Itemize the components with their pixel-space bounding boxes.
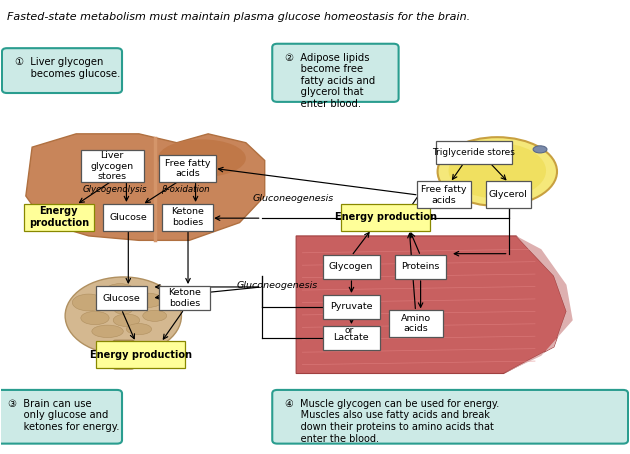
Ellipse shape (127, 324, 152, 335)
FancyBboxPatch shape (24, 203, 94, 231)
FancyBboxPatch shape (163, 203, 213, 231)
Ellipse shape (143, 310, 167, 321)
Text: Glucose: Glucose (103, 294, 140, 302)
Text: Pyruvate: Pyruvate (330, 302, 372, 311)
FancyBboxPatch shape (341, 203, 430, 231)
Ellipse shape (134, 293, 163, 307)
FancyBboxPatch shape (323, 295, 380, 319)
Text: ④  Muscle glycogen can be used for energy.
     Muscles also use fatty acids and: ④ Muscle glycogen can be used for energy… (285, 399, 499, 444)
Text: Proteins: Proteins (401, 262, 440, 271)
FancyBboxPatch shape (417, 181, 471, 208)
Ellipse shape (92, 325, 123, 338)
FancyBboxPatch shape (272, 44, 399, 102)
FancyBboxPatch shape (96, 286, 147, 311)
Text: ③  Brain can use
     only glucose and
     ketones for energy.: ③ Brain can use only glucose and ketones… (8, 399, 120, 432)
Ellipse shape (533, 146, 547, 153)
Text: Glycogenolysis: Glycogenolysis (83, 185, 147, 194)
Ellipse shape (81, 311, 109, 325)
Text: Lactate: Lactate (333, 334, 369, 342)
FancyBboxPatch shape (159, 155, 216, 182)
Ellipse shape (449, 143, 546, 198)
FancyBboxPatch shape (323, 255, 380, 279)
Text: β-oxidation: β-oxidation (161, 185, 210, 194)
FancyBboxPatch shape (272, 390, 628, 444)
Text: Gluconeogenesis: Gluconeogenesis (236, 281, 318, 290)
Polygon shape (296, 236, 566, 374)
Text: Energy production: Energy production (335, 212, 437, 222)
Ellipse shape (158, 139, 246, 177)
Ellipse shape (438, 137, 557, 206)
Text: Fasted-state metabolism must maintain plasma glucose homeostasis for the brain.: Fasted-state metabolism must maintain pl… (7, 12, 470, 22)
FancyBboxPatch shape (323, 326, 380, 350)
Text: Free fatty
acids: Free fatty acids (421, 185, 467, 205)
FancyBboxPatch shape (2, 48, 122, 93)
Text: Energy production: Energy production (89, 350, 192, 360)
FancyBboxPatch shape (81, 150, 144, 182)
FancyBboxPatch shape (436, 141, 512, 164)
Text: Gluconeogenesis: Gluconeogenesis (252, 194, 333, 202)
Text: ①  Liver glycogen
     becomes glucose.: ① Liver glycogen becomes glucose. (14, 57, 120, 79)
Text: Energy
production: Energy production (29, 206, 89, 228)
FancyBboxPatch shape (0, 390, 122, 444)
Text: or: or (345, 326, 354, 335)
Text: Amino
acids: Amino acids (401, 314, 431, 333)
Ellipse shape (65, 277, 181, 355)
Text: Ketone
bodies: Ketone bodies (171, 207, 204, 227)
FancyBboxPatch shape (96, 341, 185, 368)
FancyBboxPatch shape (395, 255, 446, 279)
Polygon shape (503, 236, 573, 374)
FancyBboxPatch shape (113, 340, 135, 369)
FancyBboxPatch shape (389, 310, 443, 337)
Text: ②  Adipose lipids
     become free
     fatty acids and
     glycerol that
     : ② Adipose lipids become free fatty acids… (285, 53, 375, 109)
Ellipse shape (72, 294, 105, 311)
Text: Free fatty
acids: Free fatty acids (165, 158, 210, 178)
Ellipse shape (114, 304, 133, 314)
FancyBboxPatch shape (486, 181, 530, 208)
Text: Triglyceride stores: Triglyceride stores (432, 148, 515, 157)
FancyBboxPatch shape (103, 203, 154, 231)
FancyBboxPatch shape (159, 286, 210, 311)
Text: Liver
glycogen
stores: Liver glycogen stores (91, 151, 134, 181)
Text: Ketone
bodies: Ketone bodies (168, 288, 201, 308)
Polygon shape (26, 134, 265, 240)
Ellipse shape (113, 314, 140, 326)
Ellipse shape (105, 284, 135, 299)
Text: Glycerol: Glycerol (489, 190, 528, 199)
Text: Glycogen: Glycogen (329, 262, 374, 271)
Text: Glucose: Glucose (109, 212, 147, 222)
